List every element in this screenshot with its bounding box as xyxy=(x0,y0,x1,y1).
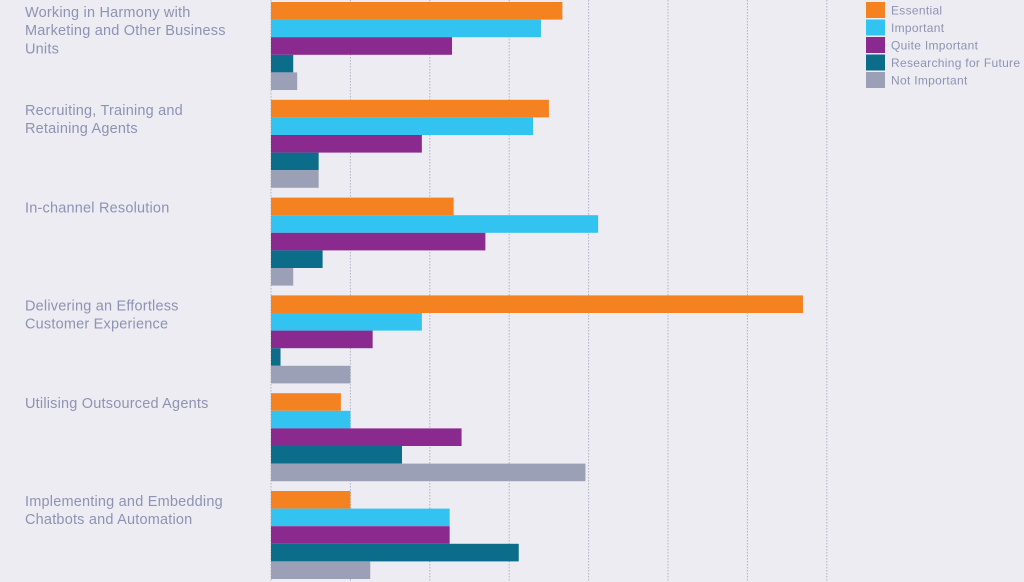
category-label: Working in Harmony with Marketing and Oth… xyxy=(25,5,226,57)
bar-researching-for-future xyxy=(271,152,319,171)
bar-not-important xyxy=(271,365,351,384)
category-label: Recruiting, Training and Retaining Agents xyxy=(25,103,183,137)
bar-not-important xyxy=(271,561,371,579)
legend-swatch xyxy=(866,19,885,36)
legend-swatch xyxy=(866,37,885,53)
bar-important xyxy=(271,410,351,429)
bar-quite-important xyxy=(271,232,486,251)
bar-essential xyxy=(271,491,351,509)
category-labels: Working in Harmony with Marketing and Oth… xyxy=(25,5,226,528)
bar-essential xyxy=(271,99,549,118)
legend: Essential Important Quite Important Researc… xyxy=(866,2,1020,88)
category-label: Implementing and Embedding Chatbots and A… xyxy=(25,494,223,528)
bar-quite-important xyxy=(271,135,422,153)
legend-swatch xyxy=(866,54,885,71)
bar-quite-important xyxy=(271,330,373,349)
legend-label: Essential xyxy=(891,4,942,18)
bars xyxy=(271,2,803,579)
bar-essential xyxy=(271,295,803,313)
bar-essential xyxy=(271,393,341,411)
grid-lines xyxy=(270,0,828,582)
bar-important xyxy=(271,508,450,527)
legend-label: Not Important xyxy=(891,74,968,88)
bar-not-important xyxy=(271,268,294,286)
bar-not-important xyxy=(271,463,586,482)
bar-important xyxy=(271,19,541,38)
bar-not-important xyxy=(271,72,298,90)
bar-important xyxy=(271,313,422,331)
bar-researching-for-future xyxy=(271,446,403,464)
bar-researching-for-future xyxy=(271,348,281,366)
bar-quite-important xyxy=(271,526,450,544)
category-label: Utilising Outsourced Agents xyxy=(25,396,209,412)
bar-researching-for-future xyxy=(271,250,323,268)
legend-swatch xyxy=(866,72,885,88)
legend-label: Researching for Future xyxy=(891,56,1020,70)
bar-essential xyxy=(271,197,454,216)
legend-label: Quite Important xyxy=(891,39,979,53)
category-label: In-channel Resolution xyxy=(25,201,169,217)
bar-quite-important xyxy=(271,37,453,55)
legend-label: Important xyxy=(891,21,945,35)
bar-essential xyxy=(271,2,563,20)
legend-swatch xyxy=(866,2,885,18)
bar-not-important xyxy=(271,170,319,188)
category-label: Delivering an Effortless Customer Experie… xyxy=(25,298,179,332)
bar-important xyxy=(271,215,599,233)
bar-researching-for-future xyxy=(271,54,294,73)
bar-important xyxy=(271,117,534,135)
bar-quite-important xyxy=(271,428,462,446)
bar-researching-for-future xyxy=(271,543,519,562)
